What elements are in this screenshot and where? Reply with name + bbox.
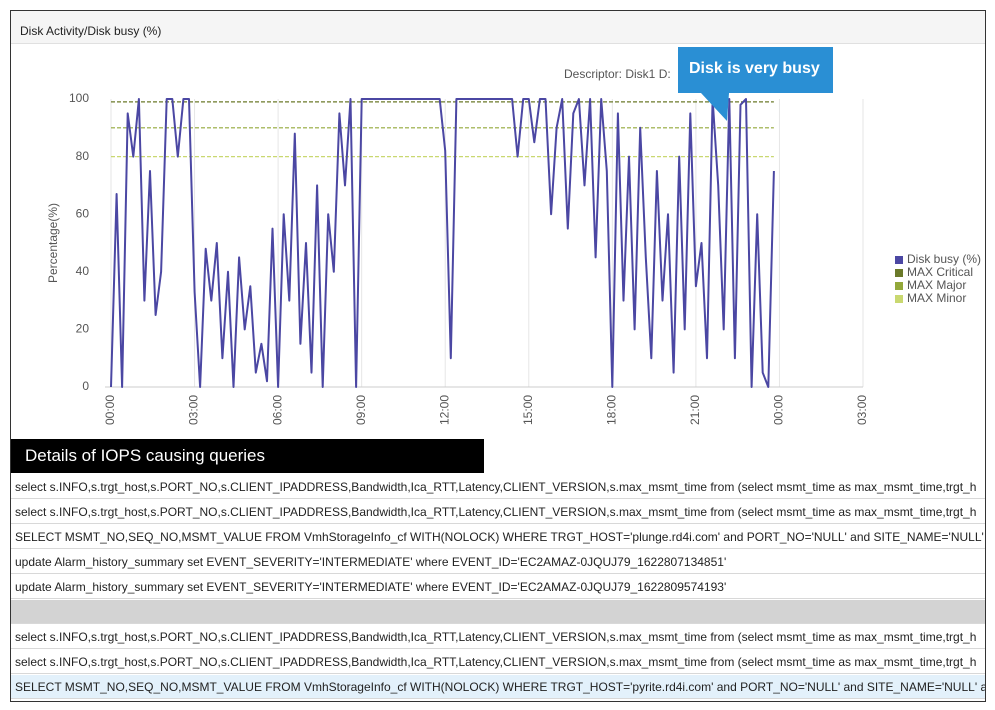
query-row[interactable]: update Alarm_history_summary set EVENT_S…: [11, 575, 985, 599]
legend-swatch: [895, 295, 903, 303]
line-series: [110, 98, 775, 388]
y-axis-label: Percentage(%): [46, 203, 60, 283]
x-tick-label: 00:00: [772, 395, 786, 425]
query-row[interactable]: select s.INFO,s.trgt_host,s.PORT_NO,s.CL…: [11, 625, 985, 649]
query-row[interactable]: select s.INFO,s.trgt_host,s.PORT_NO,s.CL…: [11, 500, 985, 524]
x-tick-label: 00:00: [103, 395, 117, 425]
legend-swatch: [895, 256, 903, 264]
row-separator: [11, 600, 985, 624]
x-tick-label: 15:00: [521, 395, 535, 425]
query-row[interactable]: SELECT MSMT_NO,SEQ_NO,MSMT_VALUE FROM Vm…: [11, 675, 985, 699]
legend-label: MAX Major: [907, 278, 966, 292]
x-tick-label: 12:00: [437, 395, 451, 425]
y-tick-label: 80: [76, 149, 90, 163]
x-tick-label: 06:00: [270, 395, 284, 425]
x-tick-label: 03:00: [187, 395, 201, 425]
panel-title: Disk Activity/Disk busy (%): [11, 11, 985, 44]
query-row[interactable]: select s.INFO,s.trgt_host,s.PORT_NO,s.CL…: [11, 475, 985, 499]
legend-swatch: [895, 269, 903, 277]
y-tick-label: 60: [76, 206, 90, 220]
descriptor: Descriptor: Disk1 D:: [564, 67, 671, 81]
legend-label: MAX Critical: [907, 265, 973, 279]
chart: Descriptor: Disk1 D: 00:00 03:00 06:00 09:0…: [46, 67, 981, 425]
x-tick-label: 09:00: [354, 395, 368, 425]
legend-swatch: [895, 282, 903, 290]
x-tick-label: 03:00: [855, 395, 869, 425]
y-tick-label: 40: [76, 264, 90, 278]
query-row[interactable]: update Alarm_history_summary set EVENT_S…: [11, 550, 985, 574]
query-row[interactable]: SELECT MSMT_NO,SEQ_NO,MSMT_VALUE FROM Vm…: [11, 525, 985, 549]
banner: Details of IOPS causing queries: [11, 439, 484, 473]
legend-label: Disk busy (%): [907, 252, 981, 266]
x-tick-label: 21:00: [688, 395, 702, 425]
callout: Disk is very busy: [678, 47, 833, 93]
y-tick-label: 100: [69, 91, 89, 105]
legend-label: MAX Minor: [907, 291, 966, 305]
x-tick-label: 18:00: [605, 395, 619, 425]
y-tick-label: 20: [76, 322, 90, 336]
y-tick-label: 0: [82, 379, 89, 393]
panel: Disk Activity/Disk busy (%) Descriptor: …: [10, 10, 986, 702]
query-row[interactable]: select s.INFO,s.trgt_host,s.PORT_NO,s.CL…: [11, 650, 985, 674]
